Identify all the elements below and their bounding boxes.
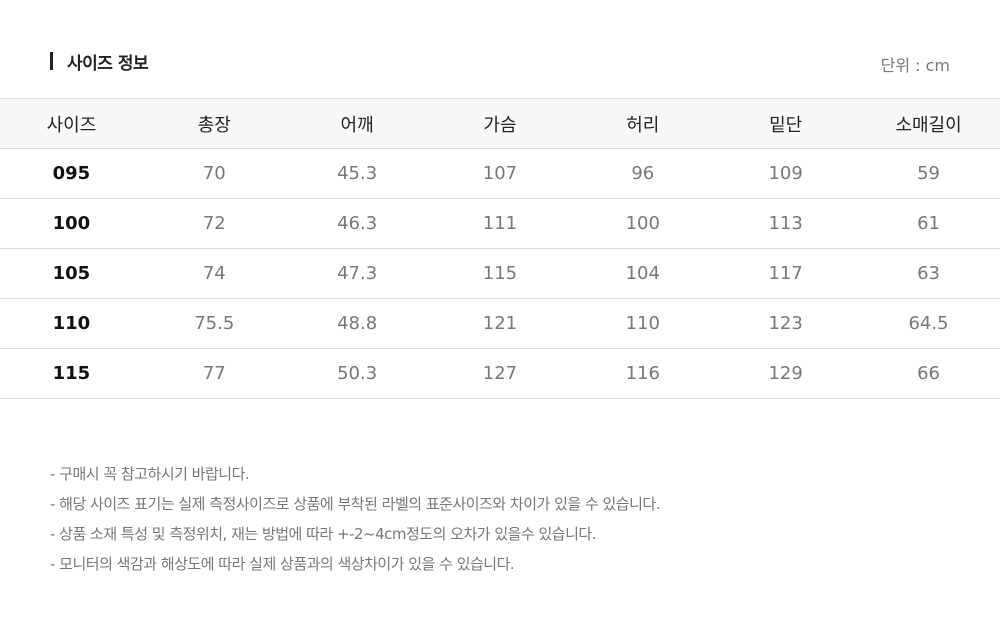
measurement-cell: 100 [571,198,715,249]
column-header: 가슴 [428,98,572,149]
measurement-cell: 50.3 [285,348,429,399]
table-row: 095 70 45.3 107 96 109 59 [0,148,1000,199]
measurement-cell: 70 [142,148,286,199]
measurement-cell: 104 [571,248,715,299]
note-item: - 상품 소재 특성 및 측정위치, 재는 방법에 따라 +-2~4cm정도의 … [50,525,596,543]
size-cell: 115 [0,348,143,399]
column-header: 어깨 [285,98,429,149]
column-header: 총장 [142,98,286,149]
measurement-cell: 74 [142,248,286,299]
measurement-cell: 63 [857,248,1000,299]
table-row: 110 75.5 48.8 121 110 123 64.5 [0,298,1000,349]
measurement-cell: 61 [857,198,1000,249]
measurement-cell: 107 [428,148,572,199]
measurement-cell: 59 [857,148,1000,199]
measurement-cell: 64.5 [857,298,1000,349]
size-cell: 095 [0,148,143,199]
column-header: 소매길이 [857,98,1000,149]
measurement-cell: 96 [571,148,715,199]
measurement-cell: 66 [857,348,1000,399]
size-cell: 110 [0,298,143,349]
size-table: 사이즈 총장 어깨 가슴 허리 밑단 소매길이 095 70 45.3 107 96 109 59 100… [0,98,1000,399]
measurement-cell: 72 [142,198,286,249]
measurement-cell: 115 [428,248,572,299]
table-row: 115 77 50.3 127 116 129 66 [0,348,1000,399]
note-item: - 해당 사이즈 표기는 실제 측정사이즈로 상품에 부착된 라벨의 표준사이즈… [50,495,660,513]
notes-list: - 구매시 꼭 참고하시기 바랍니다. - 해당 사이즈 표기는 실제 측정사이즈… [50,462,660,582]
measurement-cell: 75.5 [142,298,286,349]
table-header-row: 사이즈 총장 어깨 가슴 허리 밑단 소매길이 [0,98,1000,149]
page-title: 사이즈 정보 [67,53,149,74]
measurement-cell: 77 [142,348,286,399]
column-header: 허리 [571,98,715,149]
measurement-cell: 110 [571,298,715,349]
measurement-cell: 116 [571,348,715,399]
measurement-cell: 113 [714,198,858,249]
size-cell: 100 [0,198,143,249]
note-item: - 모니터의 색감과 해상도에 따라 실제 상품과의 색상차이가 있을 수 있습… [50,555,515,573]
note-item: - 구매시 꼭 참고하시기 바랍니다. [50,465,250,483]
measurement-cell: 45.3 [285,148,429,199]
measurement-cell: 109 [714,148,858,199]
unit-label: 단위 : cm [880,56,950,75]
size-cell: 105 [0,248,143,299]
measurement-cell: 129 [714,348,858,399]
measurement-cell: 123 [714,298,858,349]
table-row: 100 72 46.3 111 100 113 61 [0,198,1000,249]
section-title: 사이즈 정보 [50,50,149,74]
title-bar-decoration [50,52,53,70]
measurement-cell: 121 [428,298,572,349]
column-header: 밑단 [714,98,858,149]
measurement-cell: 127 [428,348,572,399]
measurement-cell: 48.8 [285,298,429,349]
measurement-cell: 47.3 [285,248,429,299]
measurement-cell: 117 [714,248,858,299]
table-row: 105 74 47.3 115 104 117 63 [0,248,1000,299]
column-header: 사이즈 [0,98,143,149]
measurement-cell: 46.3 [285,198,429,249]
measurement-cell: 111 [428,198,572,249]
